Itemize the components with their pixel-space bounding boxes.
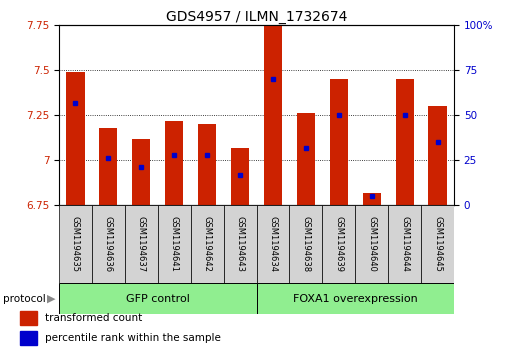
Bar: [165, 121, 183, 205]
Title: GDS4957 / ILMN_1732674: GDS4957 / ILMN_1732674: [166, 11, 347, 24]
Bar: [264, 25, 282, 205]
Bar: [198, 124, 216, 205]
Text: protocol: protocol: [3, 294, 45, 303]
Bar: [428, 106, 447, 205]
Text: percentile rank within the sample: percentile rank within the sample: [45, 333, 221, 343]
Text: FOXA1 overexpression: FOXA1 overexpression: [293, 294, 418, 303]
Text: GSM1194635: GSM1194635: [71, 216, 80, 272]
Text: GSM1194642: GSM1194642: [203, 216, 212, 272]
FancyBboxPatch shape: [256, 205, 289, 283]
Bar: [330, 79, 348, 205]
FancyBboxPatch shape: [125, 205, 158, 283]
FancyBboxPatch shape: [92, 205, 125, 283]
Text: GSM1194639: GSM1194639: [334, 216, 343, 272]
Bar: [132, 139, 150, 205]
Bar: [363, 192, 381, 205]
Bar: [20, 311, 37, 325]
FancyBboxPatch shape: [289, 205, 322, 283]
FancyBboxPatch shape: [355, 205, 388, 283]
Text: GSM1194645: GSM1194645: [433, 216, 442, 272]
FancyBboxPatch shape: [224, 205, 256, 283]
FancyBboxPatch shape: [59, 205, 92, 283]
FancyBboxPatch shape: [158, 205, 191, 283]
Text: transformed count: transformed count: [45, 313, 142, 323]
Text: GSM1194634: GSM1194634: [268, 216, 278, 272]
Text: GSM1194636: GSM1194636: [104, 216, 113, 272]
Bar: [231, 148, 249, 205]
Bar: [396, 79, 413, 205]
Text: GSM1194637: GSM1194637: [137, 216, 146, 272]
FancyBboxPatch shape: [322, 205, 355, 283]
Bar: [66, 72, 85, 205]
Text: ▶: ▶: [47, 294, 56, 303]
Text: GSM1194644: GSM1194644: [400, 216, 409, 272]
FancyBboxPatch shape: [256, 283, 454, 314]
Text: GFP control: GFP control: [126, 294, 190, 303]
Text: GSM1194640: GSM1194640: [367, 216, 376, 272]
Text: GSM1194641: GSM1194641: [170, 216, 179, 272]
FancyBboxPatch shape: [59, 283, 256, 314]
Bar: [297, 114, 315, 205]
Bar: [100, 128, 117, 205]
Text: GSM1194643: GSM1194643: [235, 216, 245, 272]
FancyBboxPatch shape: [388, 205, 421, 283]
Text: GSM1194638: GSM1194638: [301, 216, 310, 272]
FancyBboxPatch shape: [191, 205, 224, 283]
FancyBboxPatch shape: [421, 205, 454, 283]
Bar: [20, 331, 37, 345]
